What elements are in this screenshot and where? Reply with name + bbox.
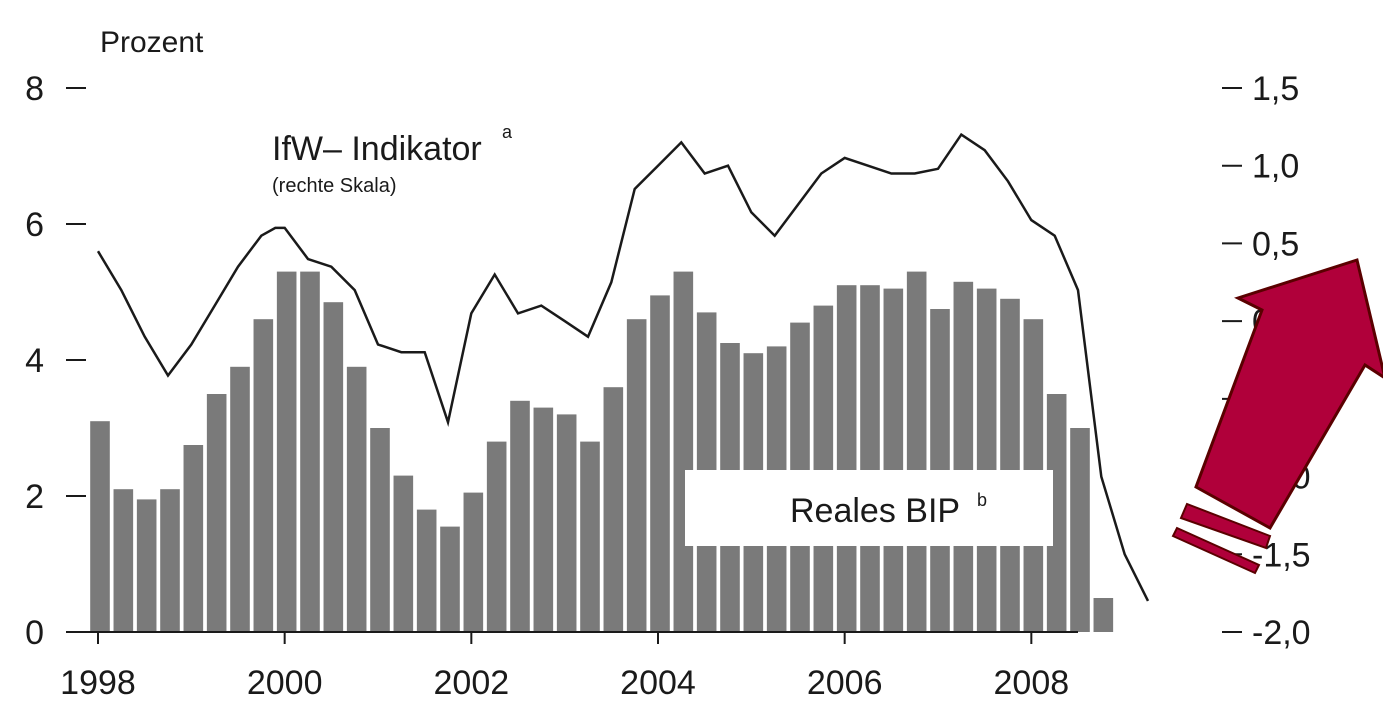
- right-tick-label: -2,0: [1252, 614, 1311, 652]
- bar: [1093, 598, 1114, 632]
- bar: [486, 441, 507, 632]
- bar: [510, 400, 530, 632]
- bar: [1070, 428, 1090, 632]
- bar: [206, 394, 227, 632]
- x-tick-label: 1998: [60, 664, 136, 702]
- bar: [136, 499, 157, 632]
- bar: [463, 492, 484, 632]
- bar-series-label-sup: b: [977, 490, 987, 510]
- bar: [836, 285, 857, 632]
- left-tick-label: 4: [25, 342, 44, 380]
- x-tick-label: 2002: [434, 664, 510, 702]
- indicator-line: [96, 132, 1150, 602]
- arrow-up-right-icon: [1171, 258, 1383, 575]
- bar: [416, 509, 437, 632]
- bar: [160, 489, 180, 632]
- bar: [440, 526, 460, 632]
- bar: [323, 302, 344, 632]
- line-series-label: IfW– Indikator: [272, 130, 482, 168]
- bar: [300, 271, 320, 632]
- left-axis-ticks: 0 2 4 6 8: [25, 70, 86, 652]
- left-tick-label: 8: [25, 70, 44, 108]
- bar: [1046, 394, 1067, 632]
- bar: [906, 271, 927, 632]
- bar-series-label-box: [685, 470, 1053, 546]
- x-tick-label: 2006: [807, 664, 883, 702]
- bar: [650, 295, 670, 632]
- bar: [346, 366, 367, 632]
- x-tick-label: 2008: [994, 664, 1070, 702]
- line-series-note: (rechte Skala): [272, 175, 397, 197]
- x-tick-label: 2004: [620, 664, 696, 702]
- bar: [883, 288, 904, 632]
- bar: [603, 387, 624, 632]
- bar: [253, 319, 274, 632]
- bar: [976, 288, 997, 632]
- bar: [370, 428, 390, 632]
- bar: [626, 319, 647, 632]
- bar: [813, 305, 834, 632]
- x-axis: 1998 2000 2002 2004 2006 2008: [60, 631, 1078, 702]
- line-series-label-sup: a: [502, 122, 513, 142]
- bar: [580, 441, 600, 632]
- bar: [556, 414, 577, 632]
- bar: [183, 445, 204, 632]
- right-tick-label: 1,5: [1252, 70, 1299, 108]
- bar: [276, 271, 297, 632]
- bar: [533, 407, 554, 632]
- bar: [673, 271, 694, 632]
- left-tick-label: 6: [25, 206, 44, 244]
- left-tick-label: 0: [25, 614, 44, 652]
- bar: [90, 421, 110, 632]
- bar: [953, 281, 974, 632]
- bar-series: [90, 271, 1114, 632]
- y-axis-label: Prozent: [100, 26, 204, 59]
- bar-series-label: Reales BIP: [790, 492, 960, 530]
- x-tick-label: 2000: [247, 664, 323, 702]
- left-tick-label: 2: [25, 478, 44, 516]
- bar: [1000, 298, 1020, 632]
- right-tick-label: 0,5: [1252, 225, 1299, 263]
- right-tick-label: 1,0: [1252, 148, 1299, 186]
- bar: [113, 489, 134, 632]
- bar: [393, 475, 414, 632]
- bar: [860, 285, 880, 632]
- bar: [230, 366, 250, 632]
